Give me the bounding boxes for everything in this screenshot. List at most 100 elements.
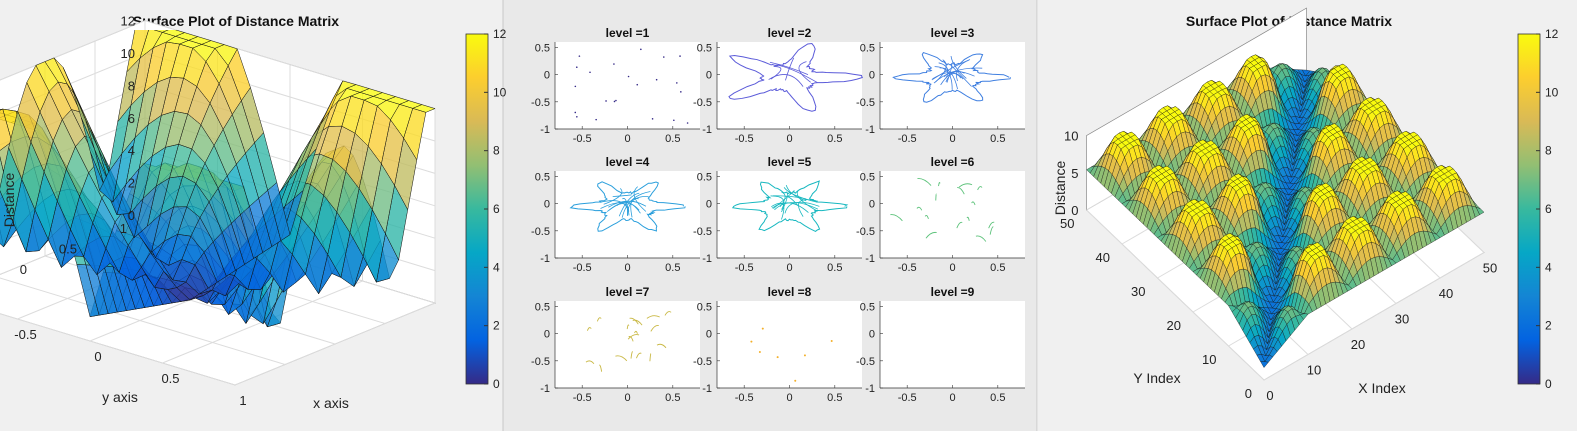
x-tick-label: 0 <box>624 133 630 145</box>
y-tick-label: 0.5 <box>59 242 77 257</box>
y-tick-label: 0 <box>544 199 550 211</box>
data-curve <box>945 73 964 83</box>
y-tick-label: -1 <box>865 124 875 136</box>
data-curve <box>785 57 795 81</box>
subplot-title: level =4 <box>606 155 650 169</box>
y-tick-label: -1 <box>540 124 550 136</box>
x-tick-label: -0.5 <box>735 262 754 274</box>
subplot-title: level =8 <box>768 285 812 299</box>
data-point <box>794 379 797 382</box>
surface-patch <box>161 30 186 37</box>
y-tick-label: 0 <box>544 70 550 82</box>
x-tick-label: 50 <box>1483 261 1497 276</box>
y-tick-label: -0.5 <box>693 226 712 238</box>
data-point <box>575 66 578 69</box>
data-curve <box>925 231 937 239</box>
data-curve <box>956 59 971 82</box>
data-point <box>676 82 678 84</box>
data-curve <box>586 327 592 331</box>
data-curve <box>634 330 638 334</box>
x-tick-label: 0 <box>94 349 101 364</box>
surface-patch <box>126 30 149 73</box>
y-tick-label: 0 <box>20 262 27 277</box>
colorbar-tick-label: 0 <box>493 377 500 391</box>
y-tick-label: 0.5 <box>535 301 550 313</box>
data-curve <box>971 201 976 206</box>
subplot-level-3: level =3 -0.5 0 0.5 0.5 0 -0.5 -1 <box>856 26 1025 145</box>
subplot-title: level =9 <box>931 285 975 299</box>
colorbar-tick-label: 8 <box>1545 144 1552 158</box>
left-surface <box>0 30 436 328</box>
y-tick-label: -1 <box>702 253 712 265</box>
data-curve <box>924 214 929 220</box>
data-curve <box>769 61 809 76</box>
x-tick-label: 0 <box>624 262 630 274</box>
subplot-title: level =1 <box>606 26 650 40</box>
y-tick-label: 0 <box>869 70 875 82</box>
x-tick-label: 0 <box>949 262 955 274</box>
x-tick-label: 0.5 <box>827 392 842 404</box>
x-tick-label: 0.5 <box>827 262 842 274</box>
data-point <box>589 71 591 74</box>
data-point <box>574 85 577 88</box>
subplot-axes <box>717 301 862 388</box>
right-colorbar: 0 2 4 6 8 10 12 <box>1517 27 1559 391</box>
z-tick-label: 4 <box>128 143 135 158</box>
data-curve <box>627 195 649 216</box>
data-curve <box>957 187 965 195</box>
x-tick-label: -0.5 <box>14 327 36 342</box>
data-point <box>613 100 616 103</box>
data-curve <box>773 190 795 209</box>
y-tick-label: 0 <box>706 70 712 82</box>
z-tick-label: 2 <box>128 176 135 191</box>
left-x-axis-label: x axis <box>313 395 349 411</box>
data-curve <box>958 183 973 188</box>
y-tick-label: 0.5 <box>697 171 712 183</box>
x-tick-label: 0 <box>1266 388 1273 403</box>
y-tick-label: 0.5 <box>860 42 875 54</box>
z-tick-label: 5 <box>1071 166 1078 181</box>
y-tick-label: 30 <box>1131 284 1145 299</box>
y-tick-label: -0.5 <box>856 226 875 238</box>
data-curve <box>892 51 1011 103</box>
subplot-title: level =7 <box>606 285 650 299</box>
data-curve <box>728 43 863 112</box>
y-tick-label: -0.5 <box>531 97 550 109</box>
x-tick-label: 0.5 <box>665 392 680 404</box>
data-curve <box>938 62 949 79</box>
data-curve <box>975 235 987 242</box>
data-curve <box>636 352 642 359</box>
subplot-level-1: level =1 -0.5 0 0.5 0.5 0 -0.5 -1 <box>531 26 700 145</box>
surface-patch <box>153 30 169 33</box>
data-curve <box>989 226 994 235</box>
data-point <box>651 118 654 120</box>
y-tick-label: 0 <box>544 329 550 341</box>
data-curve <box>916 206 923 211</box>
grid-line <box>234 302 436 386</box>
data-curve <box>596 317 602 322</box>
z-tick-label: 6 <box>128 111 135 126</box>
grid-line <box>1086 209 1265 381</box>
data-curve <box>630 351 633 359</box>
data-point <box>636 83 639 86</box>
y-tick-label: 0 <box>1245 386 1252 401</box>
z-tick-label: 10 <box>1064 129 1078 144</box>
data-curve <box>616 201 641 214</box>
subplot-level-8: level =8 -0.5 0 0.5 0.5 0 -0.5 -1 <box>693 285 862 404</box>
y-tick-label: -0.5 <box>856 97 875 109</box>
y-tick-label: 0.5 <box>697 42 712 54</box>
subplot-title: level =6 <box>931 155 975 169</box>
subplot-level-7: level =7 -0.5 0 0.5 0.5 0 -0.5 -1 <box>531 285 700 404</box>
data-curve <box>950 55 967 79</box>
right-y-axis-label: Y Index <box>1133 370 1180 386</box>
subplot-axes <box>880 42 1025 129</box>
y-tick-label: -0.5 <box>856 356 875 368</box>
x-tick-label: 30 <box>1395 312 1409 327</box>
x-tick-label: 20 <box>1351 337 1365 352</box>
colorbar-tick-label: 2 <box>493 319 500 333</box>
y-tick-label: 50 <box>1060 216 1074 231</box>
y-tick-label: -1 <box>540 253 550 265</box>
subplot-axes <box>717 171 862 258</box>
